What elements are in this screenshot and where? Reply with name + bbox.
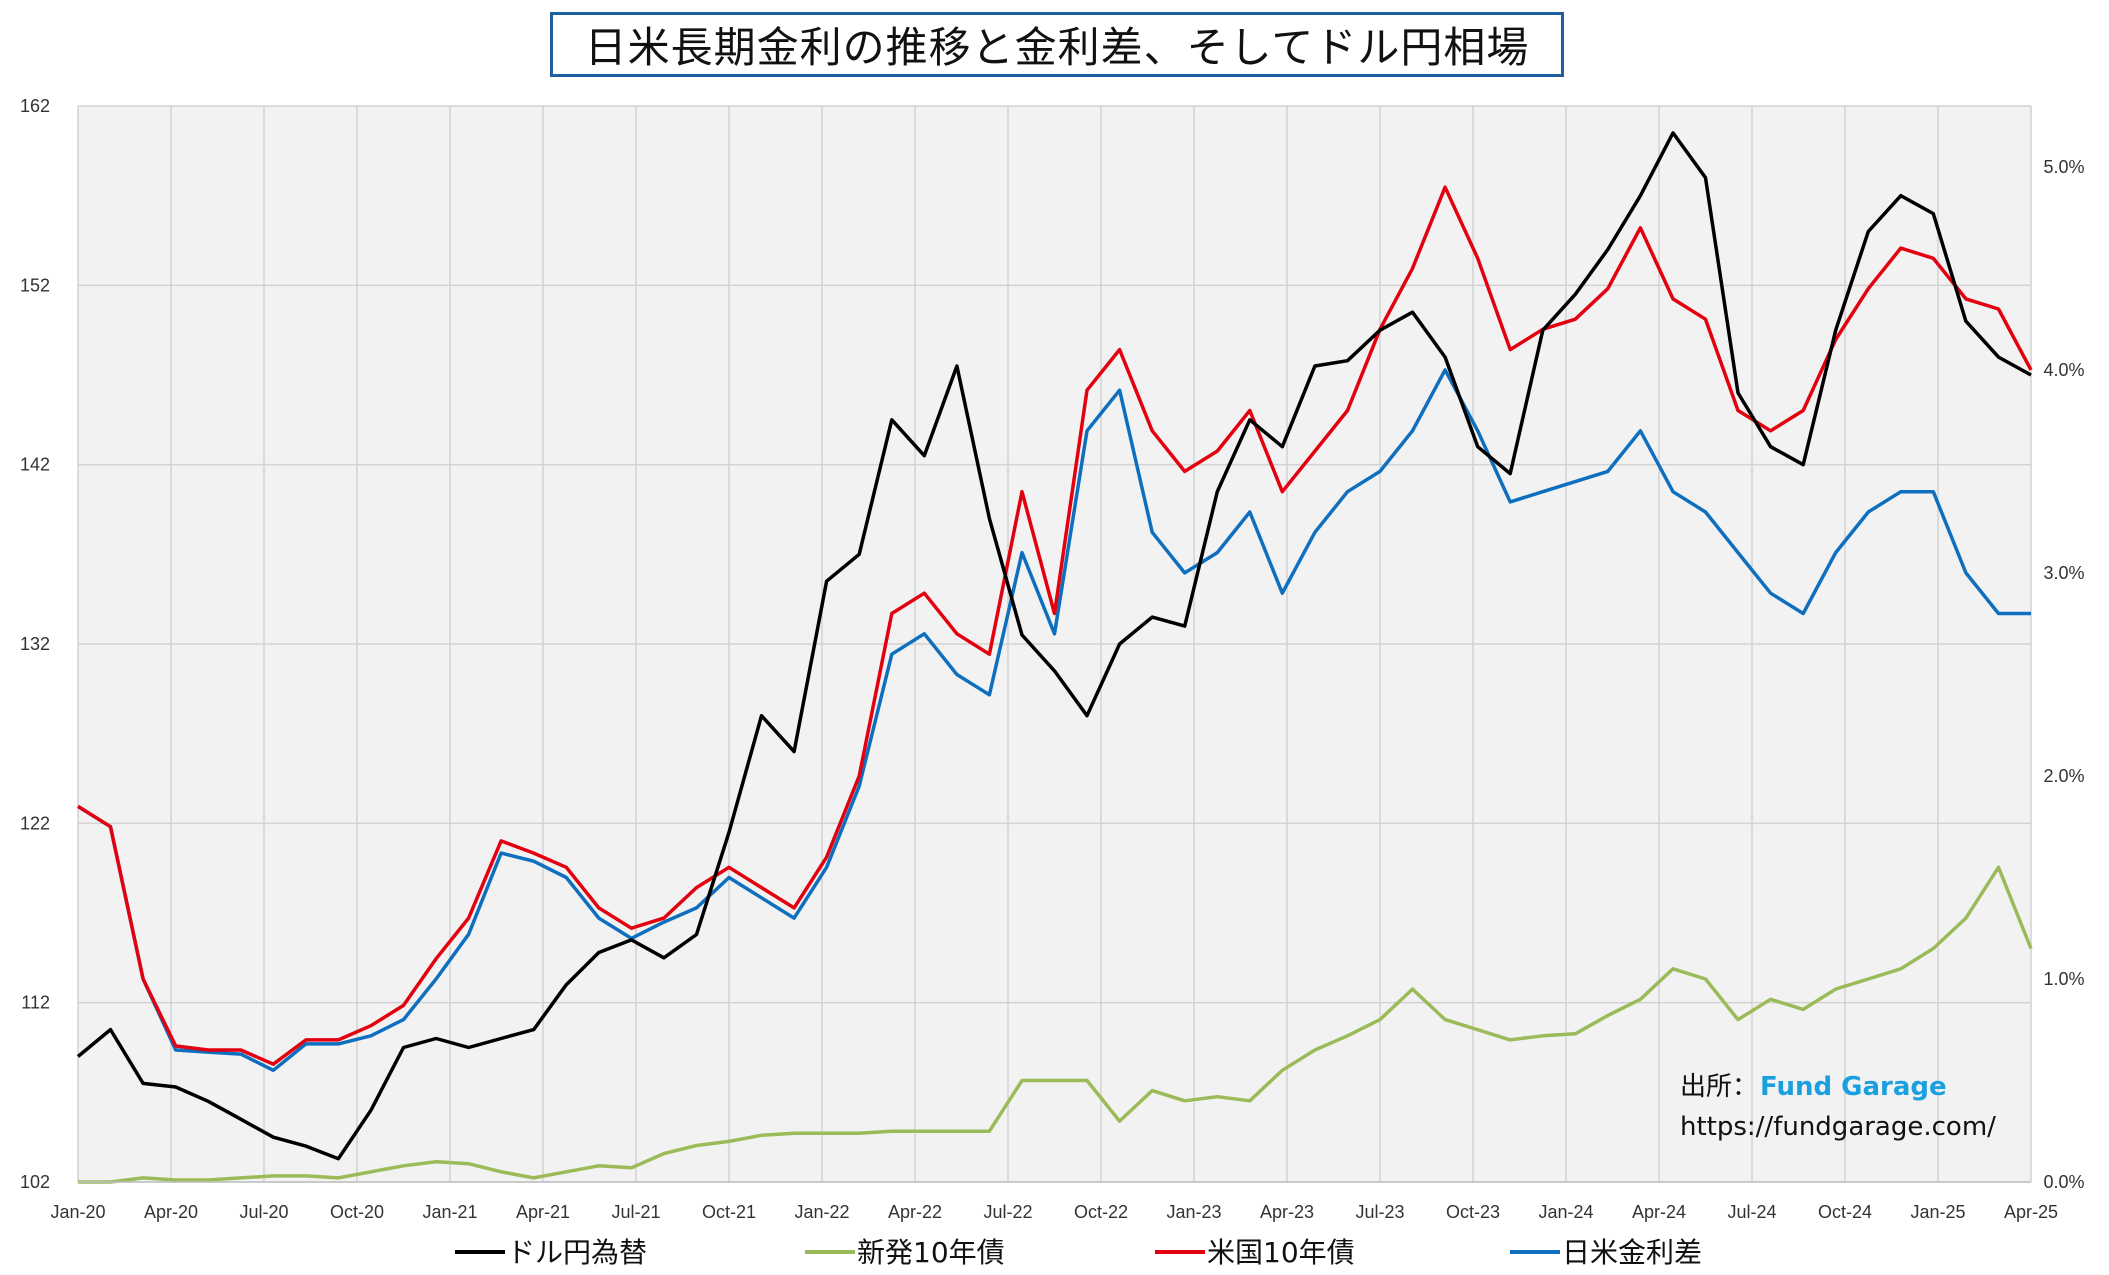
y-left-tick-label: 122 [20,813,50,833]
x-tick-label: Apr-25 [2004,1202,2058,1222]
legend-label: 米国10年債 [1207,1236,1355,1269]
x-tick-label: Jul-23 [1355,1202,1404,1222]
x-tick-label: Jan-20 [50,1202,105,1222]
x-tick-label: Oct-24 [1818,1202,1872,1222]
y-right-tick-label: 5.0% [2043,157,2084,177]
y-right-tick-label: 3.0% [2043,563,2084,583]
x-tick-label: Apr-21 [516,1202,570,1222]
x-tick-label: Apr-22 [888,1202,942,1222]
series-lines [76,131,2033,1184]
y-left-tick-label: 132 [20,634,50,654]
y-left-tick-label: 162 [20,96,50,116]
y-right-tick-label: 1.0% [2043,969,2084,989]
x-tick-label: Oct-21 [702,1202,756,1222]
x-tick-label: Apr-20 [144,1202,198,1222]
chart-title-box: 日米長期金利の推移と金利差、そしてドル円相場 [550,12,1564,77]
x-tick-label: Oct-22 [1074,1202,1128,1222]
y-right-tick-label: 0.0% [2043,1172,2084,1192]
y-left-tick-label: 142 [20,455,50,475]
legend: ドル円為替 新発10年債 米国10年債 日米金利差 [455,1236,1702,1269]
axes: Jan-20 Apr-20 Jul-20 Oct-20 Jan-21 Apr-21 Jul-… [20,96,2085,1222]
series-line-0 [76,131,2032,1161]
source-label: 出所： [1680,1072,1758,1102]
x-tick-label: Jul-20 [239,1202,288,1222]
y-left-tick-label: 152 [20,275,50,295]
source-url: https://fundgarage.com/ [1680,1112,1996,1142]
x-tick-label: Jan-25 [1910,1202,1965,1222]
series-line-3 [77,368,2031,1073]
y-left-tick-label: 112 [21,993,50,1013]
legend-label: 日米金利差 [1562,1236,1702,1269]
grid [77,105,2032,1183]
x-tick-label: Jan-24 [1538,1202,1593,1222]
x-tick-label: Oct-23 [1446,1202,1500,1222]
series-line-2 [77,185,2033,1066]
x-tick-label: Jan-23 [1166,1202,1221,1222]
series-line-1 [78,865,2033,1184]
y-right-tick-label: 2.0% [2043,766,2084,786]
legend-label: ドル円為替 [507,1236,647,1269]
x-tick-label: Oct-20 [330,1202,384,1222]
x-tick-label: Jul-22 [983,1202,1032,1222]
x-tick-label: Jul-24 [1727,1202,1776,1222]
x-tick-label: Jan-22 [794,1202,849,1222]
chart-title: 日米長期金利の推移と金利差、そしてドル円相場 [584,23,1530,72]
x-tick-label: Jan-21 [422,1202,477,1222]
y-right-tick-label: 4.0% [2043,360,2084,380]
source-name: Fund Garage [1760,1072,1947,1102]
x-tick-label: Apr-24 [1632,1202,1686,1222]
legend-label: 新発10年債 [857,1236,1005,1269]
y-left-tick-label: 102 [20,1172,50,1192]
x-tick-label: Jul-21 [611,1202,660,1222]
x-tick-label: Apr-23 [1260,1202,1314,1222]
source-note: 出所： Fund Garage https://fundgarage.com/ [1680,1072,1996,1142]
